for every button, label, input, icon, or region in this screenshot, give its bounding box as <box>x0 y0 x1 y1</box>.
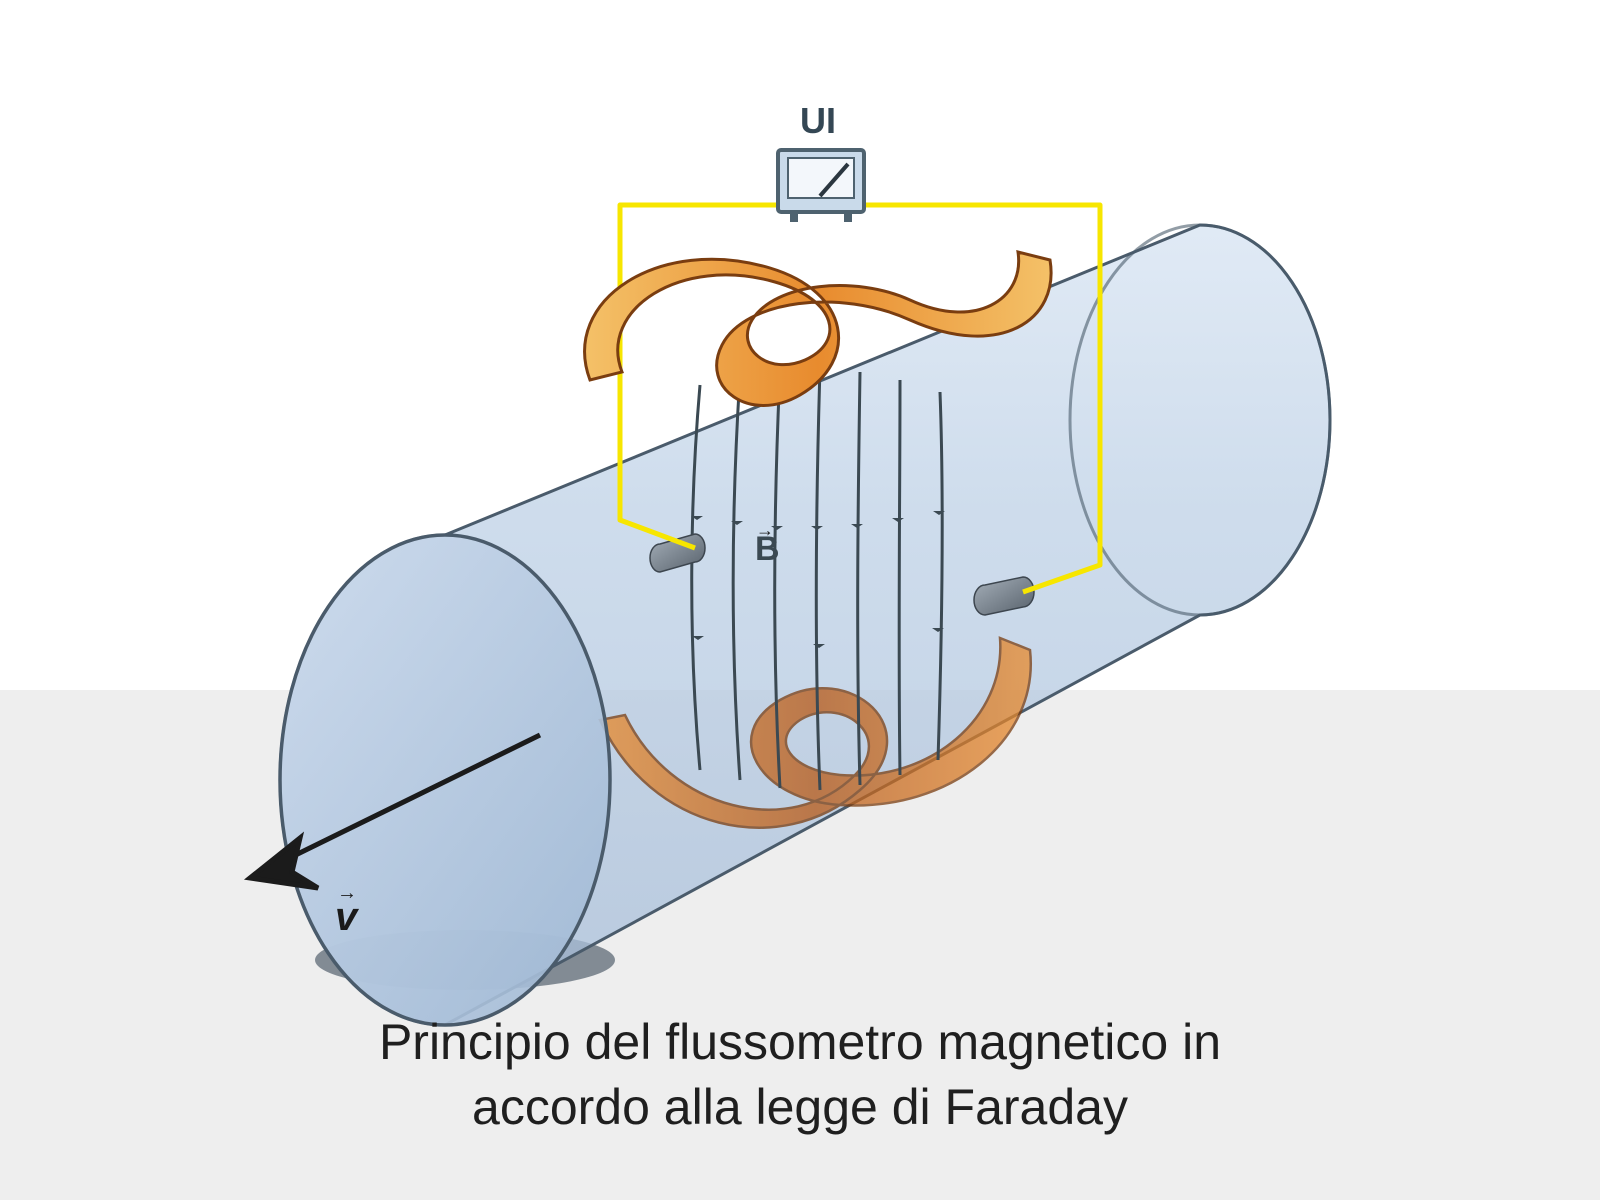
caption-line-2: accordo alla legge di Faraday <box>0 1075 1600 1140</box>
diagram-stage: UI → v → B Principio del flussometro mag… <box>0 0 1600 1200</box>
ui-label: UI <box>800 100 836 142</box>
ui-label-text: UI <box>800 100 836 141</box>
b-field-label: → B <box>755 530 780 569</box>
caption-line-1: Principio del flussometro magnetico in <box>0 1010 1600 1075</box>
velocity-label: → v <box>335 895 357 940</box>
caption: Principio del flussometro magnetico in a… <box>0 1010 1600 1140</box>
voltmeter <box>778 150 864 222</box>
